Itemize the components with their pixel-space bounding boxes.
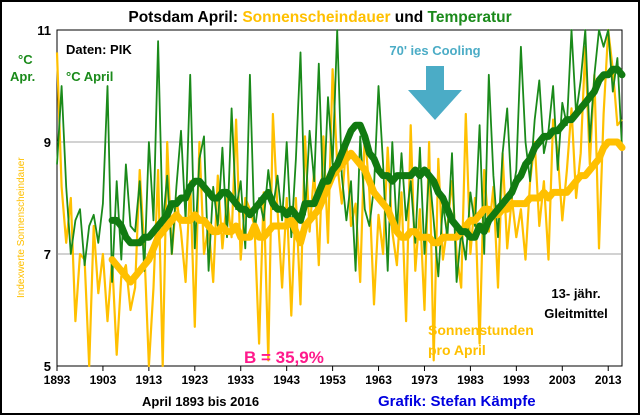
x-tick-label: 1993: [503, 373, 530, 387]
x-tick-label: 1943: [273, 373, 300, 387]
smooth-label-line1: 13- jähr.: [551, 286, 600, 301]
source-label: Daten: PIK: [66, 42, 132, 57]
x-tick-label: 1963: [365, 373, 392, 387]
plot-area: [56, 29, 623, 367]
x-tick-label: 2003: [549, 373, 576, 387]
y-tick-label: 9: [44, 135, 51, 150]
sunshine-label-line1: Sonnenstunden: [428, 322, 534, 338]
y-tick-label: 5: [44, 359, 51, 374]
x-axis-ticks: 1893 1903 1913 1923 1933 1943 1953 1963 1973 1983…: [44, 366, 622, 387]
smooth-line-temperature: [108, 65, 626, 247]
y-axis-ticks: 5 7 9 11: [37, 23, 51, 374]
sunshine-label-line2: pro April: [428, 342, 486, 358]
cooling-annotation: 70' ies Cooling: [389, 43, 480, 58]
x-tick-label: 1973: [411, 373, 438, 387]
smooth-line-sunshine: [108, 138, 626, 286]
b-value-annotation: B = 35,9%: [244, 348, 324, 367]
x-tick-label: 1953: [319, 373, 346, 387]
y-axis-label-line2: Apr.: [10, 69, 35, 84]
y-axis-label-line1: °C: [18, 52, 33, 67]
y-tick-label: 7: [44, 247, 51, 262]
x-axis-label: April 1893 bis 2016: [142, 394, 259, 409]
credit-label: Grafik: Stefan Kämpfe: [378, 393, 536, 410]
cooling-arrow-icon: [408, 66, 462, 120]
y-tick-label: 11: [37, 23, 51, 38]
chart-svg: Potsdam April: Sonnenscheindauer und Tem…: [10, 9, 626, 410]
series-line-sunshine: [55, 28, 623, 368]
x-tick-label: 1903: [90, 373, 117, 387]
temp-series-label: °C April: [66, 69, 113, 84]
x-tick-label: 1983: [457, 373, 484, 387]
y-axis-label-right: Indexwerte Sonnenscheindauer: [16, 157, 27, 298]
x-tick-label: 1933: [227, 373, 254, 387]
chart-title: Potsdam April: Sonnenscheindauer und Tem…: [128, 9, 511, 26]
smooth-label-line2: Gleitmittel: [544, 306, 608, 321]
series-layer: [55, 28, 626, 368]
x-tick-label: 1913: [136, 373, 163, 387]
x-tick-label: 1893: [44, 373, 71, 387]
x-tick-label: 1923: [181, 373, 208, 387]
x-tick-label: 2013: [595, 373, 622, 387]
